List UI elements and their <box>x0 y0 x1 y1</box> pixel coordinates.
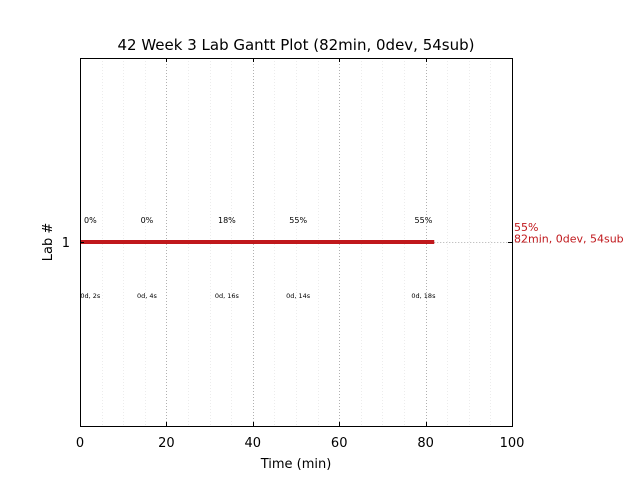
checkpoint-percent-label: 0% <box>84 216 97 225</box>
x-tick-label: 20 <box>158 436 175 451</box>
checkpoint-detail-label: 0d, 16s <box>215 292 240 300</box>
checkpoint-percent-label: 18% <box>218 216 236 225</box>
x-tick-label: 40 <box>245 436 262 451</box>
bar-summary-percent: 55% <box>514 221 538 234</box>
x-tick-label: 60 <box>331 436 348 451</box>
checkpoint-percent-label: 55% <box>415 216 433 225</box>
checkpoint-percent-label: 0% <box>141 216 154 225</box>
gantt-bar <box>80 240 435 244</box>
checkpoint-detail-label: 0d, 18s <box>411 292 436 300</box>
x-tick-label: 100 <box>500 436 525 451</box>
checkpoint-detail-label: 0d, 4s <box>137 292 158 300</box>
checkpoint-detail-label: 0d, 2s <box>80 292 101 300</box>
x-tick-label: 80 <box>417 436 434 451</box>
checkpoint-percent-label: 55% <box>289 216 307 225</box>
y-axis-label: Lab # <box>41 223 56 262</box>
x-tick-label: 0 <box>76 436 84 451</box>
y-tick-label: 1 <box>62 236 70 251</box>
x-axis-label: Time (min) <box>260 457 332 472</box>
axes: 0 20 40 60 80 100 1 <box>62 58 525 451</box>
checkpoint-detail-label: 0d, 14s <box>286 292 311 300</box>
bar-summary-detail: 82min, 0dev, 54sub <box>514 233 624 246</box>
chart-title: 42 Week 3 Lab Gantt Plot (82min, 0dev, 5… <box>117 36 474 54</box>
